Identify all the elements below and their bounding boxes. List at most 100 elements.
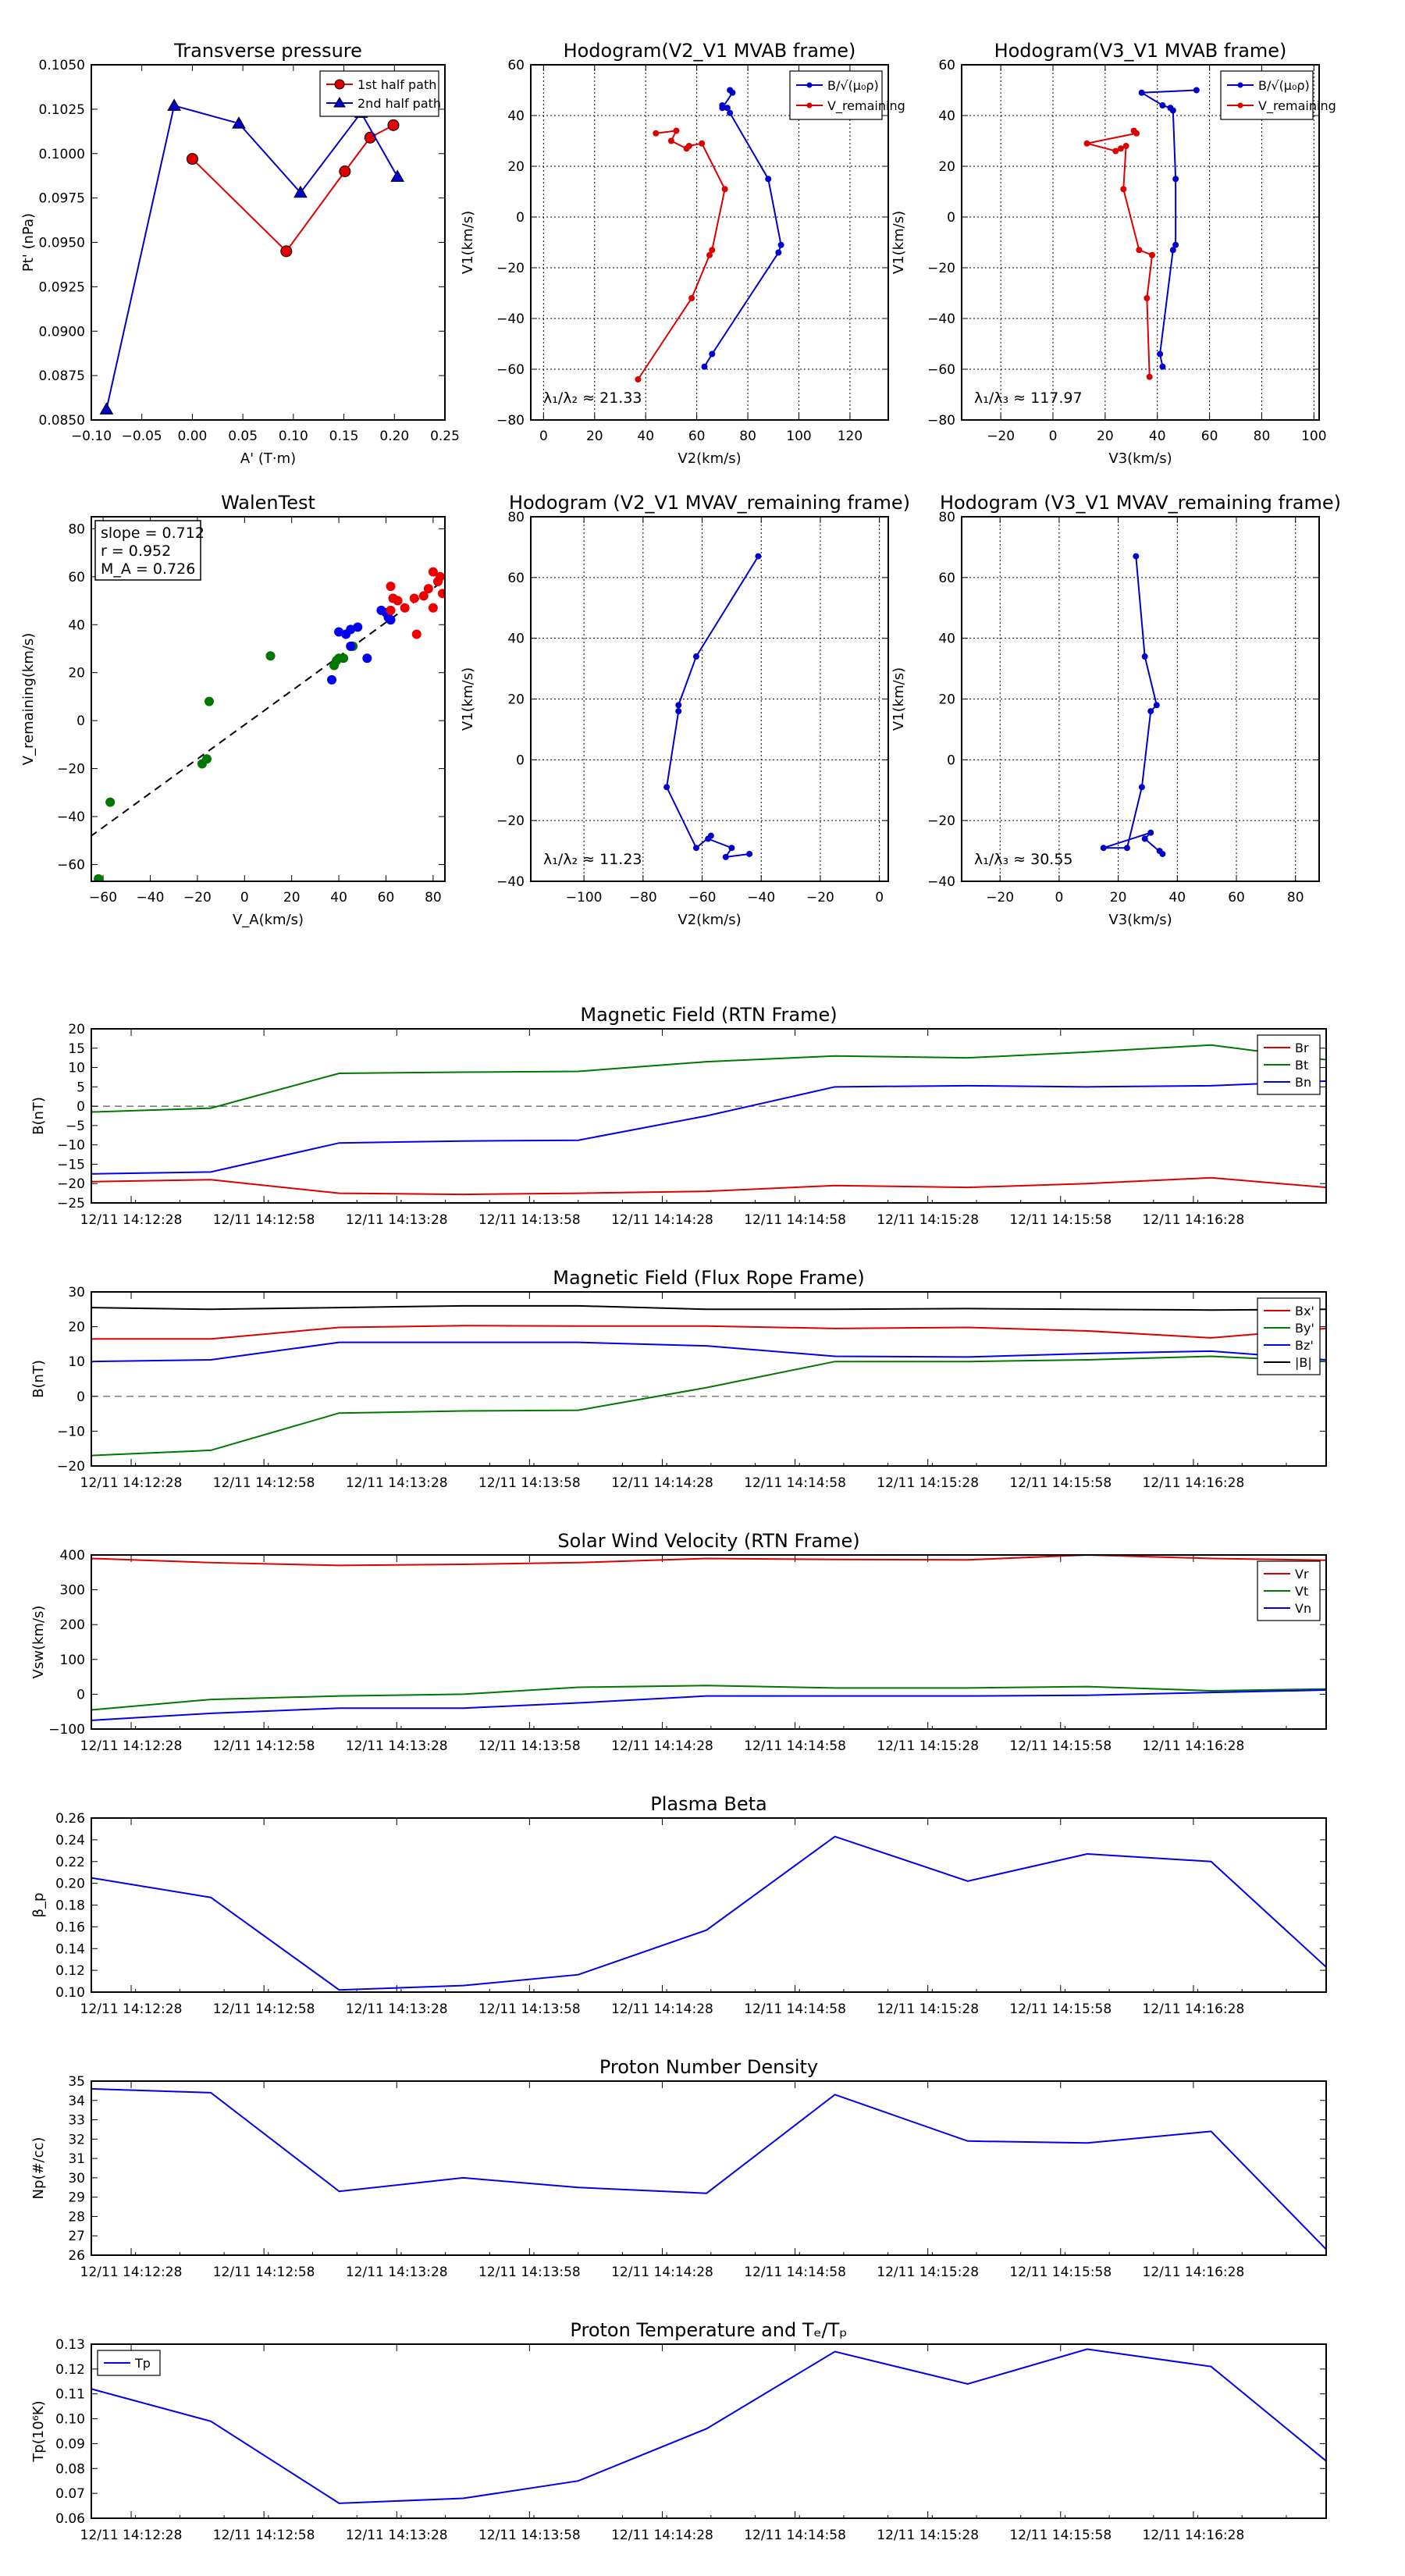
data-point-1 <box>1144 295 1151 301</box>
series-line <box>91 1080 1326 1175</box>
y-tick-label: 0.1000 <box>39 147 85 162</box>
data-point-7 <box>683 145 690 152</box>
y-tick-label: 60 <box>507 58 525 73</box>
data-point-1 <box>1141 653 1148 660</box>
y-tick-label: 0.26 <box>55 1811 85 1827</box>
x-tick-label: 40 <box>637 429 654 444</box>
data-point-8 <box>1083 140 1090 147</box>
series-line <box>91 1176 1326 1196</box>
data-point-10 <box>746 850 753 857</box>
x-tick-label: 12/11 14:14:28 <box>611 2265 713 2280</box>
x-tick-label: 20 <box>1110 890 1127 906</box>
x-tick-label: 12/11 14:13:28 <box>346 2528 448 2543</box>
data-point-0 <box>94 873 104 881</box>
y-axis-label: Pt' (nPa) <box>20 213 37 272</box>
x-tick-label: −20 <box>986 890 1014 906</box>
y-tick-label: −15 <box>57 1157 85 1172</box>
data-point-3 <box>409 593 419 603</box>
plot-frame <box>91 1028 1327 1204</box>
grid-lines <box>962 65 1319 420</box>
data-point-1 <box>688 295 695 301</box>
plot-area <box>91 1555 1326 1721</box>
legend-entry: Vt <box>1264 1584 1308 1599</box>
x-tick-label: 0 <box>875 890 884 906</box>
x-tick-label: 0.05 <box>228 429 258 444</box>
x-tick-label: 12/11 14:13:28 <box>346 2001 448 2017</box>
legend-entry: V_remaining <box>796 98 905 114</box>
series-line <box>105 105 399 410</box>
series-bx- <box>91 1325 1326 1340</box>
legend-label: |B| <box>1295 1355 1312 1370</box>
x-tick-label: −20 <box>806 890 834 906</box>
data-point-8 <box>1141 835 1148 842</box>
series-red <box>386 567 445 639</box>
legend-label: Vr <box>1295 1567 1309 1582</box>
chart-title: Hodogram(V2_V1 MVAB frame) <box>564 40 856 62</box>
y-tick-label: 40 <box>68 617 85 633</box>
y-tick-label: 15 <box>68 1041 85 1057</box>
y-axis-label: V1(km/s) <box>460 211 476 274</box>
data-point-1 <box>692 653 699 660</box>
series-1st-half-path <box>186 119 400 258</box>
x-tick-label: 12/11 14:13:28 <box>346 1212 448 1228</box>
eigenvalue-ratio-annotation: λ₁/λ₂ ≈ 21.33 <box>543 390 642 407</box>
y-axis-ticks: −40 −20 0 20 40 60 80 <box>927 510 1319 890</box>
y-tick-label: 0.11 <box>55 2387 85 2403</box>
data-point-3 <box>293 185 308 198</box>
x-tick-label: 20 <box>283 890 301 906</box>
y-tick-label: 0.0875 <box>39 368 85 384</box>
data-point-4 <box>205 696 214 706</box>
data-point-1 <box>167 98 181 111</box>
data-point-6 <box>724 105 731 112</box>
data-point-7 <box>1159 102 1166 109</box>
legend-label: Br <box>1295 1041 1309 1055</box>
x-tick-label: 0.20 <box>379 429 409 444</box>
data-point-3 <box>1172 241 1179 248</box>
plot-frame <box>961 516 1320 882</box>
plot-frame <box>91 2080 1327 2256</box>
legend-label: B/√(μ₀ρ) <box>827 78 879 93</box>
series-v-remaining <box>635 127 728 382</box>
y-axis-label: V1(km/s) <box>460 667 476 731</box>
y-tick-label: 0 <box>76 1099 85 1115</box>
legend-frame <box>319 70 439 117</box>
data-point-1 <box>334 627 344 637</box>
y-tick-label: −40 <box>927 874 955 890</box>
data-point-9 <box>437 589 445 599</box>
chart-proton-density: Proton Number Density 26 27 28 29 30 31 32 33 34 3… <box>30 2056 1327 2280</box>
data-point-3 <box>777 241 784 248</box>
data-point-0 <box>635 376 642 382</box>
y-tick-label: 40 <box>938 632 955 647</box>
x-tick-label: 12/11 14:14:58 <box>744 2528 846 2543</box>
x-tick-label: 12/11 14:15:28 <box>877 1475 979 1491</box>
x-tick-label: 12/11 14:13:58 <box>478 2265 581 2280</box>
data-point-7 <box>1112 148 1119 155</box>
series-b- <box>701 87 784 370</box>
legend-label: Bn <box>1295 1075 1311 1090</box>
plot-frame <box>91 2343 1327 2519</box>
series-by- <box>91 1355 1326 1457</box>
x-tick-label: −60 <box>688 890 717 906</box>
x-axis-ticks: −100 −80 −60 −40 −20 0 <box>566 517 884 906</box>
chart-mag-rtn: Magnetic Field (RTN Frame) −25 −20 −15 −10 −5… <box>30 1004 1327 1228</box>
legend-label: Vt <box>1295 1584 1308 1599</box>
x-tick-label: 0 <box>539 429 548 444</box>
legend-marker <box>1237 102 1243 109</box>
data-point-5 <box>727 109 734 116</box>
x-tick-label: 0 <box>1049 429 1058 444</box>
y-tick-label: −20 <box>57 1459 85 1475</box>
y-axis-label: Vsw(km/s) <box>30 1606 47 1679</box>
legend: Bx' By' Bz' |B| <box>1257 1297 1321 1375</box>
series-line <box>91 1689 1326 1721</box>
chart-hodogram-v3v1-mvav: Hodogram (V3_V1 MVAV_remaining frame)−40… <box>891 492 1341 928</box>
plot-frame <box>91 516 446 882</box>
data-point-4 <box>418 591 429 601</box>
x-tick-label: −0.05 <box>122 429 162 444</box>
y-tick-label: 20 <box>938 159 955 175</box>
series-line <box>91 1355 1326 1457</box>
y-tick-label: 0 <box>76 1687 85 1703</box>
plot-area <box>91 1835 1326 1991</box>
data-point-4 <box>1138 784 1145 791</box>
legend-entry: Bn <box>1264 1075 1311 1090</box>
